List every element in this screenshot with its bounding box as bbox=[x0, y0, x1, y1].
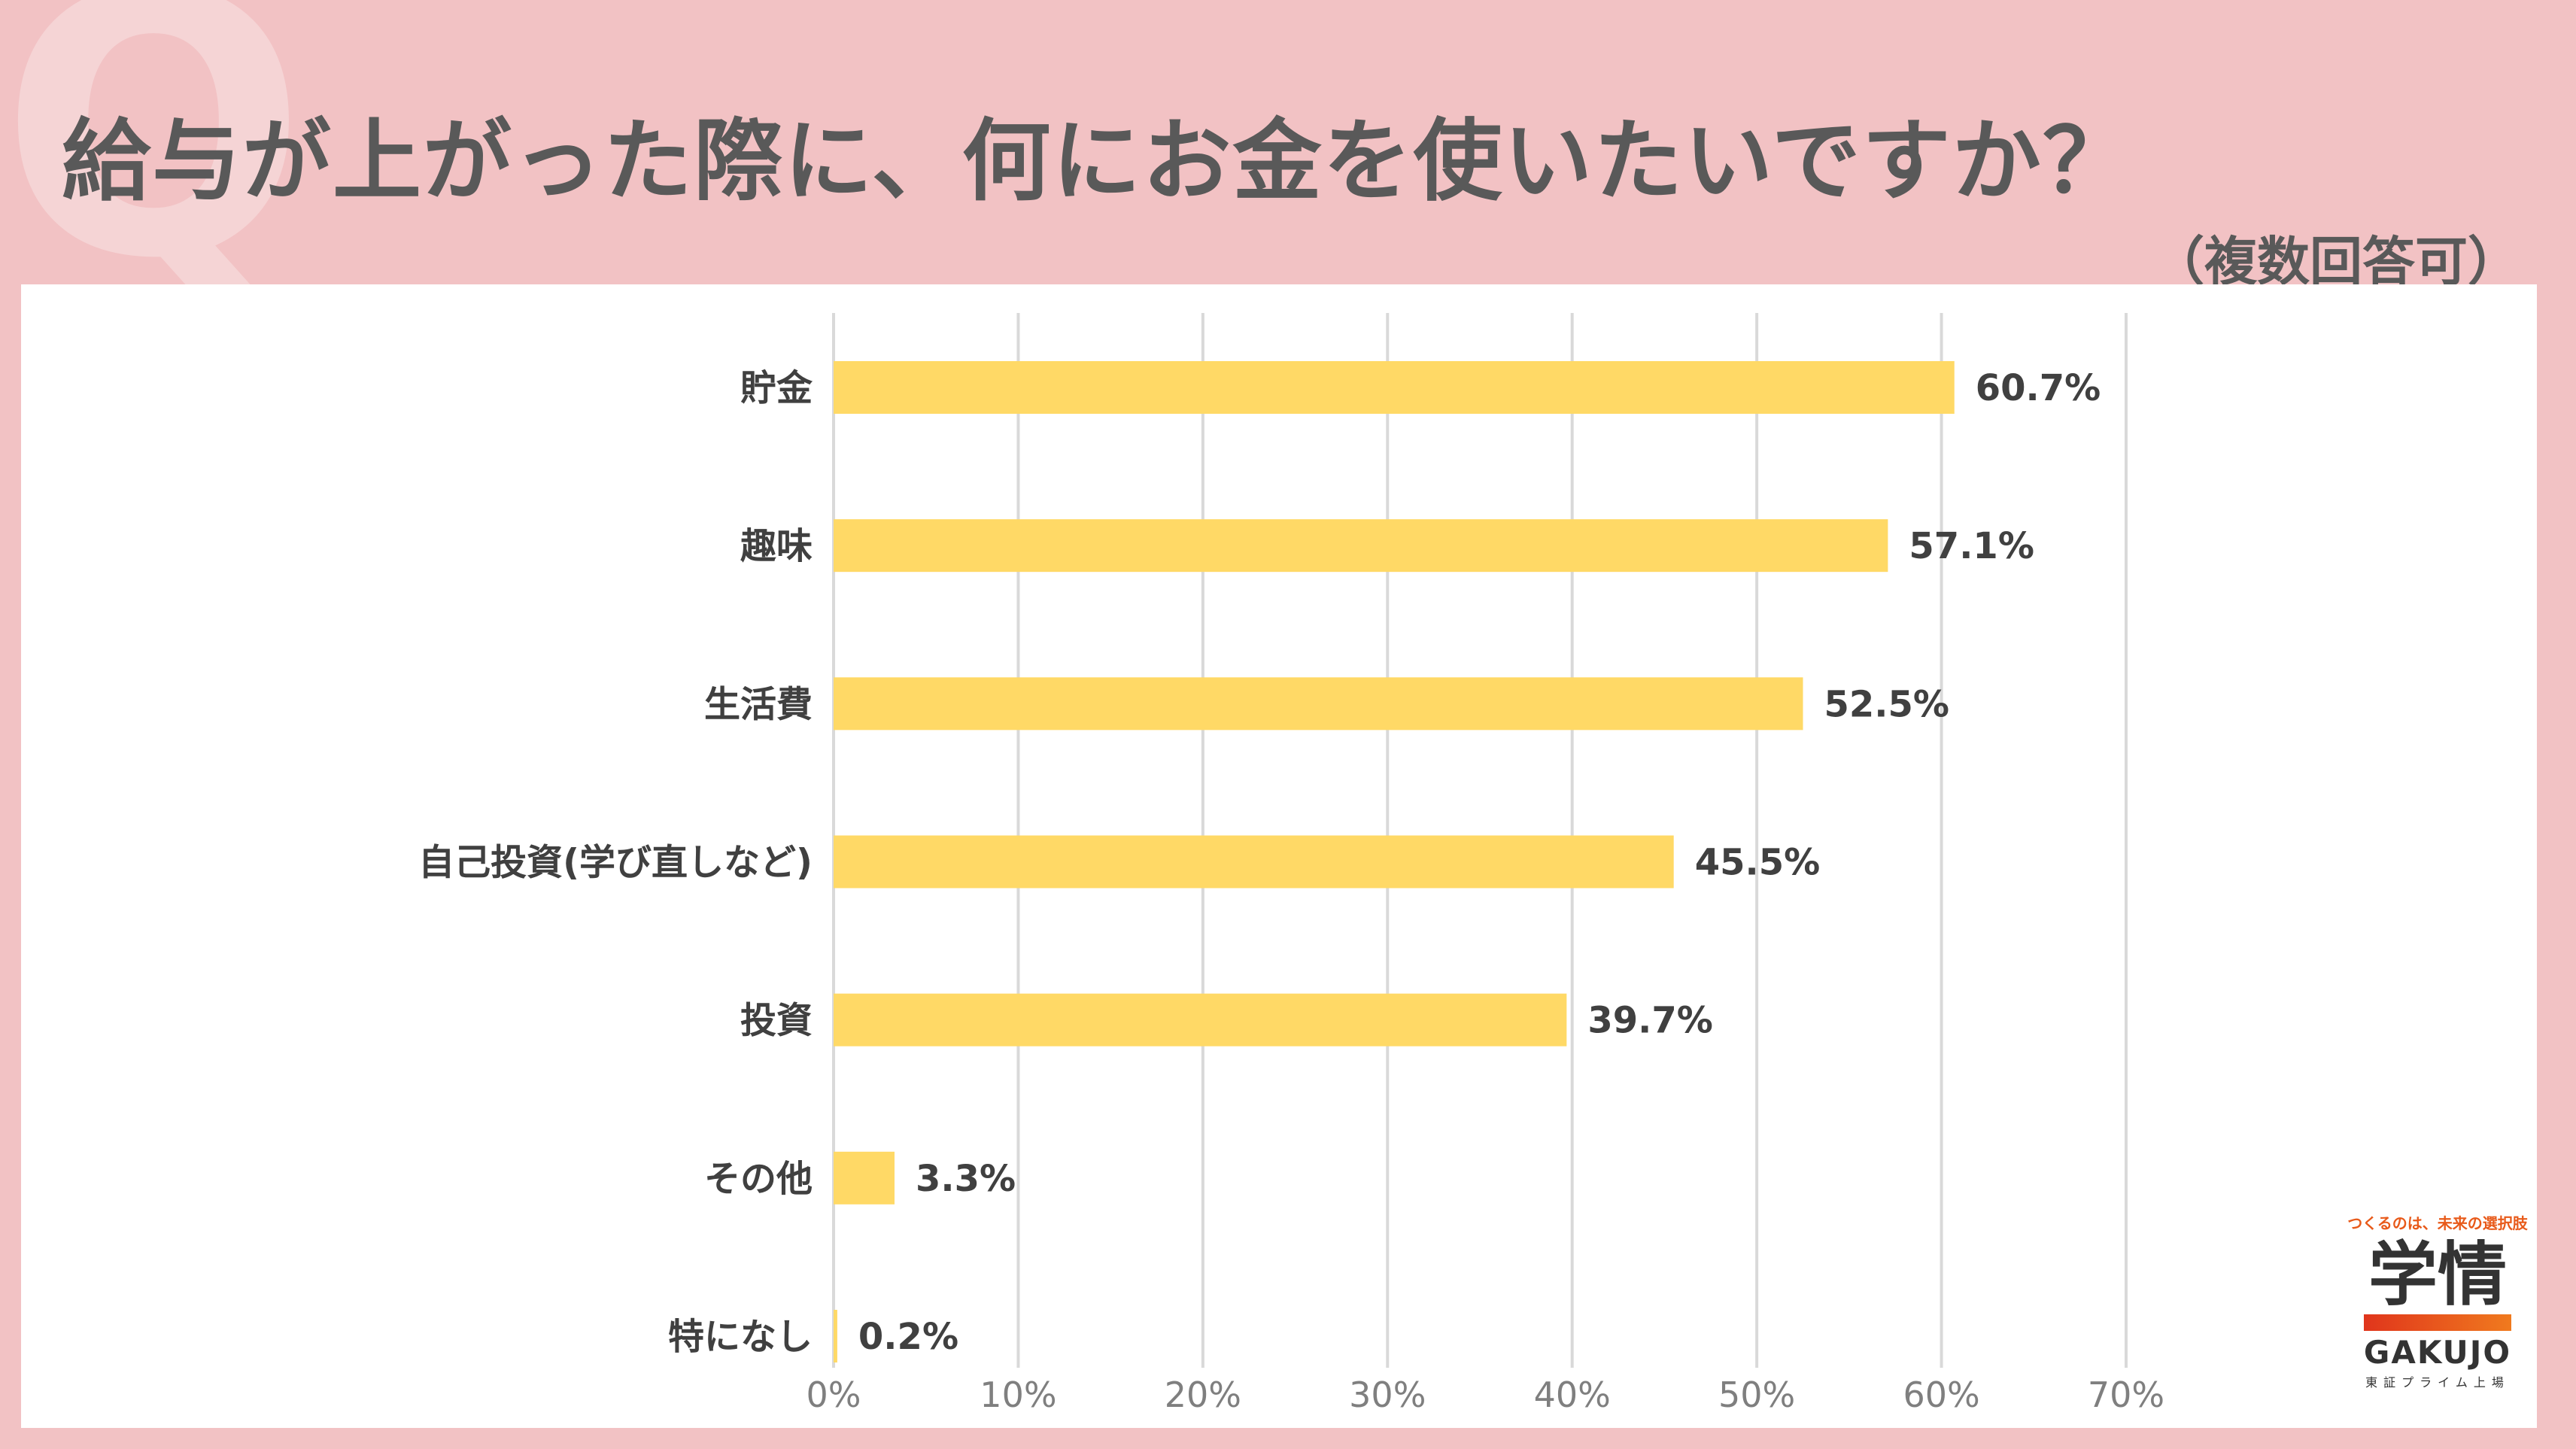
x-tick-label: 0% bbox=[807, 1375, 861, 1415]
x-tick-label: 20% bbox=[1165, 1375, 1241, 1415]
chart-panel: 0% 10% 20% 30% 40% 50% 60% 70% 貯金 60.7% 趣味 57.1% 生活費… bbox=[21, 284, 2537, 1428]
data-label: 0.2% bbox=[858, 1316, 958, 1358]
data-label: 39.7% bbox=[1587, 1000, 1713, 1042]
data-label: 45.5% bbox=[1695, 842, 1821, 884]
page-title: 給与が上がった際に、何にお金を使いたいですか？ bbox=[62, 109, 2133, 213]
logo-mark: 学情 bbox=[2368, 1235, 2507, 1315]
x-tick-label: 70% bbox=[2088, 1375, 2164, 1415]
data-label: 52.5% bbox=[1824, 683, 1950, 725]
logo-tagline: つくるのは、未来の選択肢 bbox=[2347, 1214, 2528, 1232]
x-tick-label: 50% bbox=[1718, 1375, 1795, 1415]
data-label: 60.7% bbox=[1976, 367, 2101, 409]
category-label: 投資 bbox=[740, 1000, 813, 1042]
x-tick-label: 40% bbox=[1534, 1375, 1611, 1415]
bar bbox=[834, 361, 1955, 414]
category-label: 生活費 bbox=[704, 683, 813, 725]
data-label: 3.3% bbox=[916, 1158, 1016, 1200]
category-label: その他 bbox=[704, 1158, 813, 1200]
category-label: 趣味 bbox=[740, 525, 813, 567]
page-subtitle: （複数回答可） bbox=[2152, 231, 2520, 293]
bar bbox=[834, 519, 1888, 573]
bar bbox=[834, 835, 1674, 889]
bar bbox=[834, 677, 1803, 731]
category-label: 自己投資(学び直しなど) bbox=[418, 842, 813, 884]
gakujo-logo: つくるのは、未来の選択肢 学情 GAKUJO 東証プライム上場 bbox=[2325, 1204, 2550, 1399]
logo-bar bbox=[2364, 1314, 2511, 1331]
bar bbox=[834, 1310, 837, 1362]
category-label: 貯金 bbox=[740, 367, 813, 409]
bar bbox=[834, 993, 1567, 1046]
x-tick-label: 60% bbox=[1903, 1375, 1979, 1415]
bar bbox=[834, 1151, 895, 1204]
logo-wordmark: GAKUJO bbox=[2363, 1334, 2512, 1371]
bar-chart: 0% 10% 20% 30% 40% 50% 60% 70% 貯金 60.7% 趣味 57.1% 生活費… bbox=[418, 313, 2164, 1415]
data-label: 57.1% bbox=[1909, 525, 2034, 567]
logo-listing: 東証プライム上場 bbox=[2365, 1375, 2510, 1390]
x-tick-label: 30% bbox=[1349, 1375, 1426, 1415]
category-label: 特になし bbox=[668, 1316, 813, 1358]
background-q-letter: Q bbox=[0, 0, 308, 338]
x-tick-label: 10% bbox=[980, 1375, 1056, 1415]
